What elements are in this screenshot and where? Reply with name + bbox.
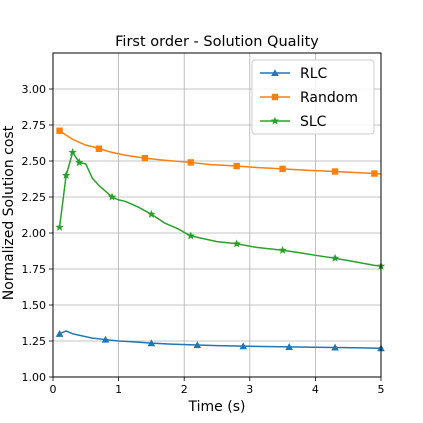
legend-box [251, 59, 375, 135]
y-tick-label: 1.50 [22, 299, 47, 312]
y-tick-label: 2.00 [22, 227, 47, 240]
x-tick-label: 5 [378, 383, 385, 396]
legend-label-rlc: RLC [300, 66, 328, 82]
data-point-slc [107, 192, 117, 201]
data-point-rlc [239, 342, 248, 350]
legend-marker-rlc [271, 69, 279, 77]
series-random [56, 127, 382, 177]
data-point-rlc [285, 343, 293, 350]
y-tick-label: 2.75 [22, 119, 47, 132]
y-tick-label: 3.00 [22, 83, 47, 96]
data-point-random [187, 159, 194, 166]
legend-item-rlc: RLC [260, 66, 328, 82]
chart-title: First order - Solution Quality [115, 34, 319, 50]
series-layer [55, 127, 386, 352]
data-point-random [56, 127, 63, 134]
series-line-rlc [59, 330, 382, 349]
legend-label-random: Random [300, 90, 358, 106]
series-rlc [55, 330, 385, 352]
x-axis-label: Time (s) [188, 399, 246, 415]
plot-frame [52, 52, 382, 378]
x-tick-label: 4 [312, 383, 319, 396]
data-point-slc [61, 171, 71, 179]
y-tick-label: 1.00 [22, 371, 47, 384]
y-tick-label: 1.75 [22, 263, 47, 276]
data-point-random [371, 170, 378, 177]
legend-label-slc: SLC [300, 114, 327, 130]
series-slc [55, 147, 386, 270]
x-tick-label: 2 [181, 383, 188, 396]
data-point-rlc [101, 335, 110, 343]
y-tick-label: 1.25 [22, 335, 47, 348]
series-line-slc [58, 150, 382, 267]
x-tick-label: 1 [115, 383, 122, 396]
legend-marker-slc [270, 116, 280, 125]
data-point-slc [330, 253, 340, 262]
x-tick-label: 3 [246, 383, 253, 396]
legend: RLC Random SLC [251, 59, 375, 135]
series-line-random [59, 130, 382, 175]
data-point-rlc [331, 343, 339, 351]
y-axis-label: Normalized Solution cost [1, 125, 17, 300]
data-point-slc [68, 147, 77, 156]
data-point-random [233, 162, 240, 170]
data-point-random [331, 168, 339, 175]
axis-ticks: 0 1 2 3 4 5 1.00 1.25 1.50 1.75 2.00 2.25 2.50 2.75 3.… [22, 83, 385, 396]
data-point-slc [147, 209, 156, 218]
legend-item-slc: SLC [260, 114, 327, 130]
legend-item-random: Random [260, 90, 358, 106]
y-tick-label: 2.25 [22, 191, 47, 204]
data-point-slc [232, 239, 241, 248]
data-point-slc [75, 158, 84, 166]
data-point-slc [55, 222, 64, 231]
data-point-random [95, 145, 103, 152]
x-tick-label: 0 [50, 383, 57, 396]
data-point-rlc [55, 330, 64, 337]
data-point-slc [186, 231, 195, 240]
data-point-rlc [193, 341, 202, 349]
data-point-random [279, 165, 286, 173]
legend-marker-random [271, 93, 279, 101]
y-tick-label: 2.50 [22, 155, 47, 168]
data-point-slc [278, 245, 287, 254]
data-point-rlc [147, 339, 156, 347]
data-point-random [141, 154, 149, 162]
